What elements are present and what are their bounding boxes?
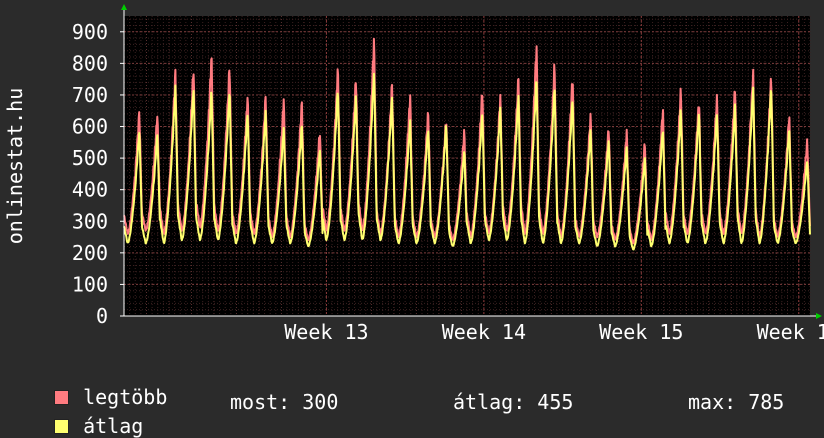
- stat-max: max: 785: [688, 390, 785, 414]
- y-tick-labels: 0 100 200 300 400 500 600 700 800 900: [72, 20, 108, 328]
- y-axis-label: onlinestat.hu: [3, 88, 27, 245]
- legend-item-atlag: átlag: [30, 390, 143, 438]
- legend-label-legtobb: legtöbb: [83, 385, 168, 409]
- x-axis-arrow: [816, 313, 822, 319]
- legend-item-legtobb: legtöbb: [30, 361, 167, 409]
- legend-label-atlag: átlag: [83, 414, 144, 438]
- y-tick-label: 400: [72, 178, 108, 202]
- legend-swatch-atlag: [54, 419, 70, 434]
- y-tick-label: 200: [72, 241, 108, 265]
- y-tick-label: 700: [72, 83, 108, 107]
- x-tick-labels: Week 13 Week 14 Week 15 Week 16: [284, 320, 824, 344]
- series-lines: [123, 37, 811, 251]
- x-tick-label: Week 14: [442, 320, 526, 344]
- stat-atlag: átlag: 455: [453, 390, 574, 414]
- y-tick-label: 900: [72, 20, 108, 44]
- series-line-atlag: [123, 72, 811, 251]
- axes: [120, 4, 822, 319]
- stat-most: most: 300: [230, 390, 339, 414]
- y-tick-label: 600: [72, 115, 108, 139]
- y-axis-arrow: [121, 4, 127, 10]
- y-tick-label: 300: [72, 209, 108, 233]
- y-tick-label: 800: [72, 51, 108, 75]
- y-tick-label: 100: [72, 272, 108, 296]
- legend-swatch-legtobb: [54, 390, 70, 405]
- y-tick-label: 500: [72, 146, 108, 170]
- x-tick-label: Week 13: [284, 320, 368, 344]
- x-tick-label: Week 15: [599, 320, 683, 344]
- x-tick-label: Week 16: [757, 320, 824, 344]
- y-tick-label: 0: [96, 304, 108, 328]
